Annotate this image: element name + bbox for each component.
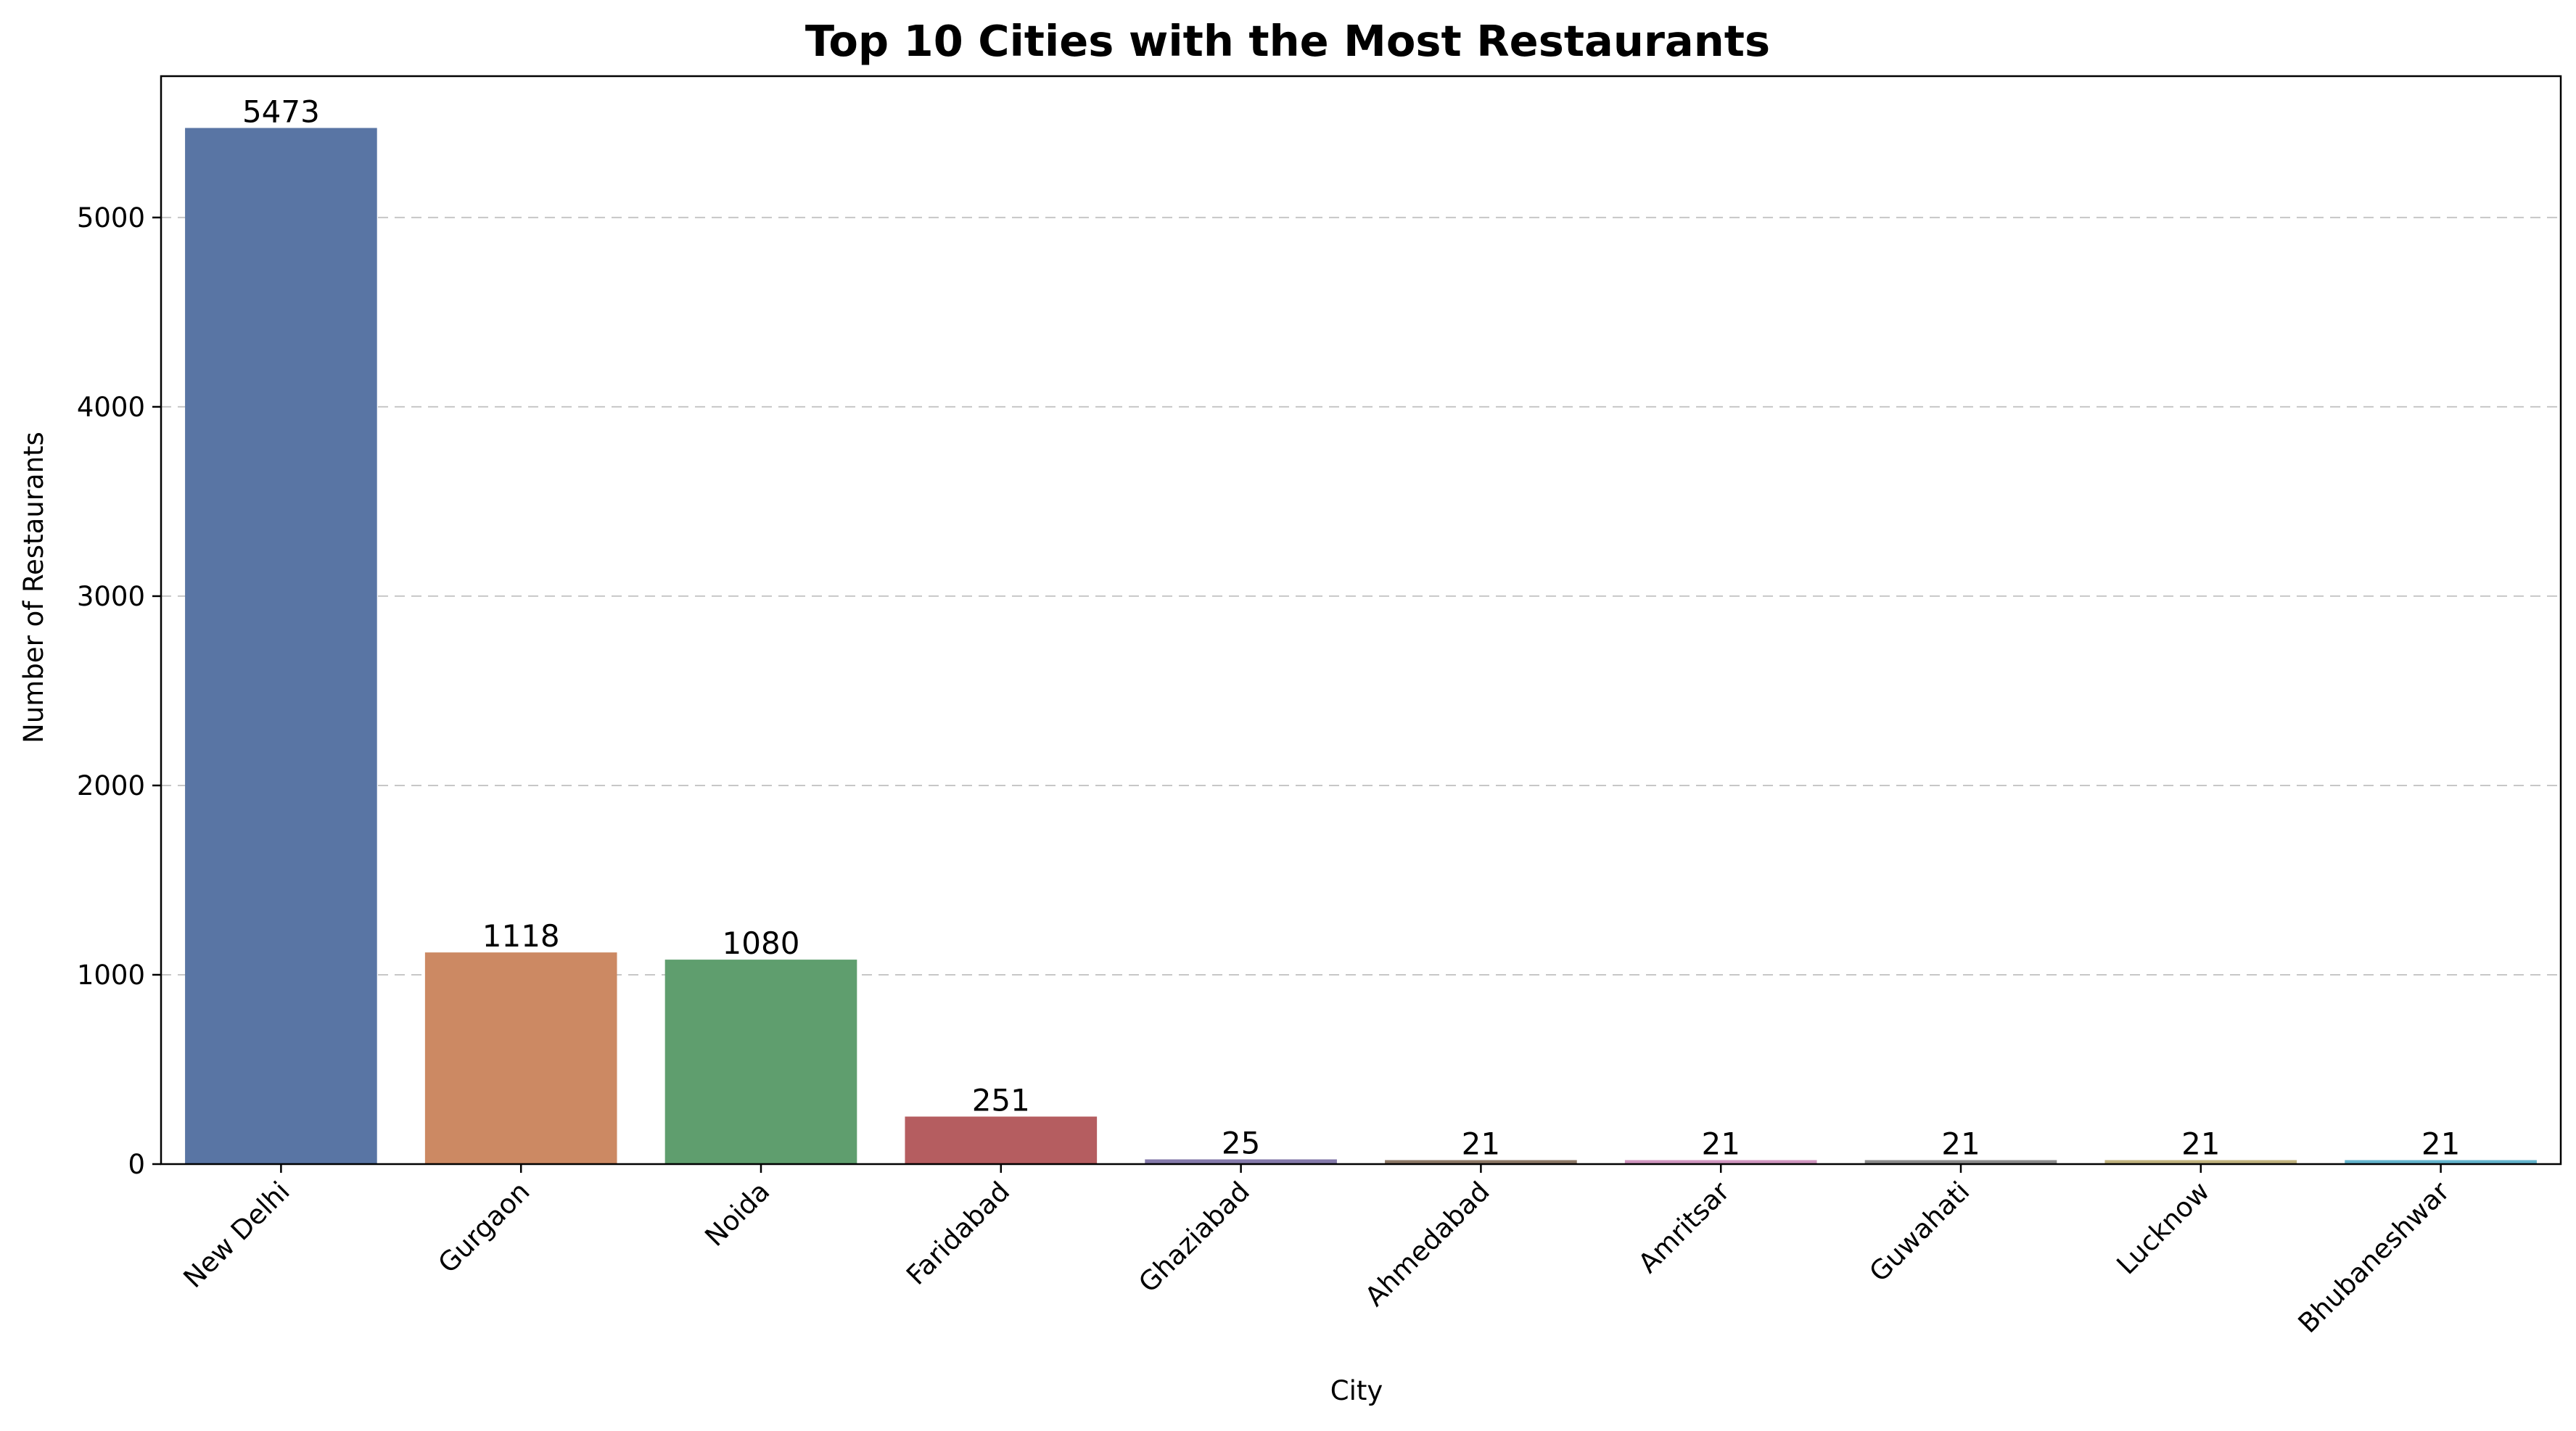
y-tick-label: 2000 — [77, 770, 145, 801]
bar-ahmedabad — [1385, 1160, 1577, 1164]
y-tick-label: 3000 — [77, 581, 145, 612]
data-labels: 5473 1118 1080 251 25 21 21 21 21 21 — [242, 94, 2460, 1161]
y-axis-ticks: 0 1000 2000 3000 4000 5000 — [77, 202, 161, 1180]
data-label: 251 — [972, 1082, 1030, 1118]
data-label: 1118 — [482, 918, 560, 954]
bar-guwahati — [1864, 1160, 2057, 1164]
data-label: 21 — [1462, 1126, 1500, 1162]
bar-faridabad — [905, 1116, 1098, 1164]
x-tick-label: New Delhi — [178, 1176, 296, 1294]
x-axis-label: City — [1330, 1375, 1383, 1406]
bar-noida — [664, 960, 857, 1164]
y-axis-label: Number of Restaurants — [18, 432, 49, 743]
plot-area-frame — [160, 75, 2562, 1166]
bar-lucknow — [2104, 1160, 2297, 1164]
x-tick-label: Ahmedabad — [1359, 1176, 1495, 1312]
bar-amritsar — [1624, 1160, 1817, 1164]
x-axis-ticks: New Delhi Gurgaon Noida Faridabad Ghaziabad A… — [178, 1164, 2456, 1339]
chart-title: Top 10 Cities with the Most Restaurants — [805, 16, 1770, 66]
x-tick-label: Guwahati — [1864, 1176, 1976, 1288]
bar-bhubaneshwar — [2345, 1160, 2537, 1164]
data-label: 21 — [2421, 1126, 2460, 1162]
x-tick-label: Amritsar — [1632, 1175, 1736, 1279]
data-label: 21 — [1941, 1126, 1980, 1162]
data-label: 21 — [1701, 1126, 1740, 1162]
x-tick-label: Noida — [699, 1176, 775, 1253]
bars — [185, 128, 2537, 1164]
y-tick-label: 1000 — [77, 960, 145, 991]
bar-gurgaon — [424, 952, 617, 1164]
bar-new-delhi — [185, 128, 377, 1164]
x-tick-label: Gurgaon — [432, 1176, 536, 1279]
x-tick-label: Faridabad — [900, 1176, 1016, 1291]
x-tick-label: Lucknow — [2111, 1176, 2216, 1281]
bar-ghaziabad — [1145, 1159, 1337, 1164]
data-label: 21 — [2181, 1126, 2220, 1162]
y-tick-label: 5000 — [77, 202, 145, 234]
data-label: 25 — [1222, 1125, 1260, 1160]
x-tick-label: Bhubaneshwar — [2292, 1175, 2456, 1339]
data-label: 5473 — [242, 94, 320, 129]
x-tick-label: Ghaziabad — [1132, 1176, 1256, 1299]
y-tick-label: 4000 — [77, 392, 145, 423]
y-tick-label: 0 — [128, 1149, 145, 1180]
data-label: 1080 — [723, 925, 800, 961]
